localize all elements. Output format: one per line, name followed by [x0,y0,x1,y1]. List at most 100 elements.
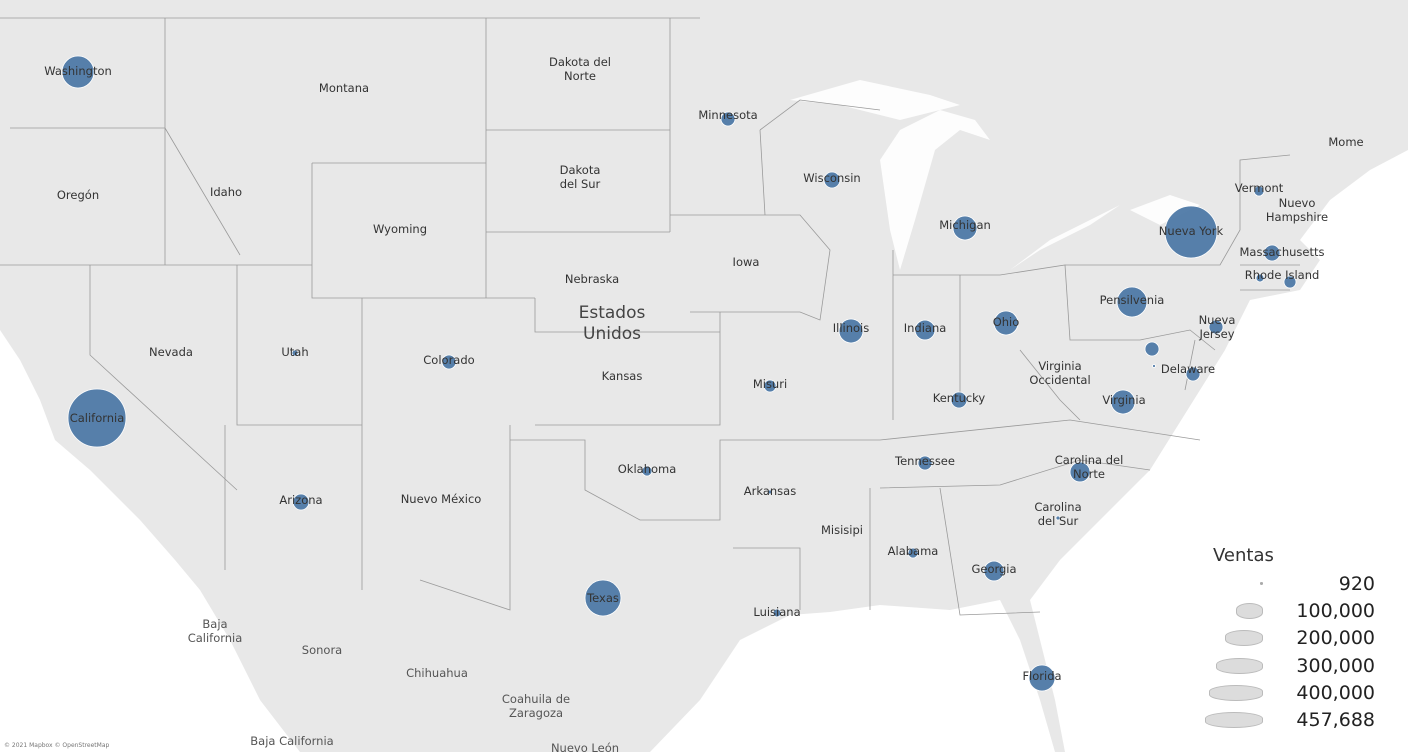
state-labels: Washington Montana Dakota del Norte Minnesot… [44,55,1363,752]
state-label: Mome [1328,135,1363,149]
state-label: Kentucky [933,391,986,405]
state-label: Washington [44,64,112,78]
sales-mark-louisiana[interactable] [772,608,782,618]
state-label: Indiana [904,321,947,335]
sales-mark-kentucky[interactable] [950,391,968,409]
state-label: Wisconsin [803,171,860,185]
sales-marks[interactable] [61,55,1297,692]
country-label: Estados Unidos [579,303,646,344]
state-label: Carolina del Norte [1055,453,1124,481]
legend-value: 300,000 [1296,654,1375,677]
mexico-state-label: Baja California [188,617,243,645]
state-label: Colorado [423,353,474,367]
state-label: Virginia Occidental [1029,359,1090,387]
state-label: Dakota del Norte [549,55,611,83]
mexico-state-label: Chihuahua [406,666,468,680]
state-label: Delaware [1161,362,1215,376]
sales-mark-maryland[interactable] [1144,341,1160,357]
state-label: Dakota del Sur [560,163,601,191]
sales-mark-vermont[interactable] [1253,185,1265,197]
sales-mark-connecticut[interactable] [1255,273,1265,283]
size-legend: Ventas 920 100,000 200,000 300,000 400,000 45… [1205,545,1375,734]
state-label: Kansas [602,369,643,383]
sales-mark-oklahoma[interactable] [641,465,653,477]
sales-mark-pennsylvania[interactable] [1116,286,1148,318]
state-label: Ohio [993,315,1020,329]
sales-mark-minnesota[interactable] [720,111,736,127]
state-label: Florida [1022,669,1061,683]
state-label: Wyoming [373,222,427,236]
sales-mark-district-of-columbia[interactable] [1152,364,1156,368]
state-label: Montana [319,81,369,95]
state-label: Nebraska [565,272,619,286]
map-attribution: © 2021 Mapbox © OpenStreetMap [4,742,110,749]
sales-mark-illinois[interactable] [838,318,864,344]
sales-mark-alabama[interactable] [907,547,919,559]
state-label: Arkansas [744,484,796,498]
sales-mark-colorado[interactable] [441,354,457,370]
sales-mark-virginia[interactable] [1110,389,1136,415]
sales-mark-michigan[interactable] [952,215,978,241]
sales-mark-new-jersey[interactable] [1208,319,1224,335]
sales-mark-florida[interactable] [1028,664,1056,692]
legend-size-symbol [1205,712,1263,729]
legend-item: 300,000 [1205,652,1375,679]
sales-mark-north-carolina[interactable] [1069,461,1091,483]
mexico-state-label: Nuevo León [551,741,619,752]
state-label: Oregón [57,188,99,202]
legend-item: 400,000 [1205,679,1375,706]
legend-value: 400,000 [1296,681,1375,704]
sales-mark-georgia[interactable] [983,560,1005,582]
sales-mark-rhode-island[interactable] [1283,275,1297,289]
state-label: Tennessee [894,454,955,468]
sales-mark-wisconsin[interactable] [823,171,841,189]
state-label: Massachusetts [1240,245,1325,259]
state-label: Carolina del Sur [1034,500,1081,528]
legend-title: Ventas [1213,545,1274,566]
state-label: Idaho [210,185,242,199]
sales-mark-delaware[interactable] [1185,366,1201,382]
sales-mark-missouri[interactable] [763,379,777,393]
state-borders [0,17,1300,616]
sales-mark-tennessee[interactable] [917,455,933,471]
state-label: Vermont [1235,181,1284,195]
sales-mark-utah[interactable] [291,349,299,357]
legend-item: 920 [1205,570,1375,597]
sales-mark-arizona[interactable] [292,493,310,511]
sales-mark-indiana[interactable] [914,319,936,341]
sales-mark-texas[interactable] [584,579,622,617]
state-label: Minnesota [698,108,757,122]
legend-size-symbol [1224,630,1263,647]
sales-mark-california[interactable] [67,388,127,448]
legend-value: 100,000 [1296,599,1375,622]
state-label: Utah [281,345,308,359]
sales-mark-washington[interactable] [61,55,95,89]
legend-value: 200,000 [1296,627,1375,650]
state-label: Rhode Island [1245,268,1320,282]
state-label: Alabama [888,544,939,558]
mexico-state-label: Coahuila de Zaragoza [502,692,570,720]
legend-value: 457,688 [1296,709,1375,732]
state-label: Pensilvenia [1100,293,1165,307]
state-label: Georgia [971,562,1016,576]
legend-item: 457,688 [1205,706,1375,733]
state-label: Misuri [753,377,787,391]
sales-mark-south-carolina[interactable] [1055,515,1061,521]
sales-mark-massachusetts[interactable] [1263,244,1281,262]
legend-size-symbol [1216,657,1263,674]
state-label: California [70,411,125,425]
state-label: Nueva Jersey [1198,313,1235,341]
state-label: Illinois [833,321,870,335]
sales-mark-arkansas[interactable] [767,489,773,495]
sales-mark-new-york[interactable] [1164,205,1218,259]
legend-size-symbol [1235,602,1263,619]
sales-mark-ohio[interactable] [993,310,1019,336]
state-label: Nuevo Hampshire [1266,196,1328,224]
legend-item: 100,000 [1205,597,1375,624]
state-label: Luisiana [753,605,800,619]
state-label: Arizona [279,493,322,507]
state-label: Michigan [939,218,991,232]
legend-item: 200,000 [1205,625,1375,652]
